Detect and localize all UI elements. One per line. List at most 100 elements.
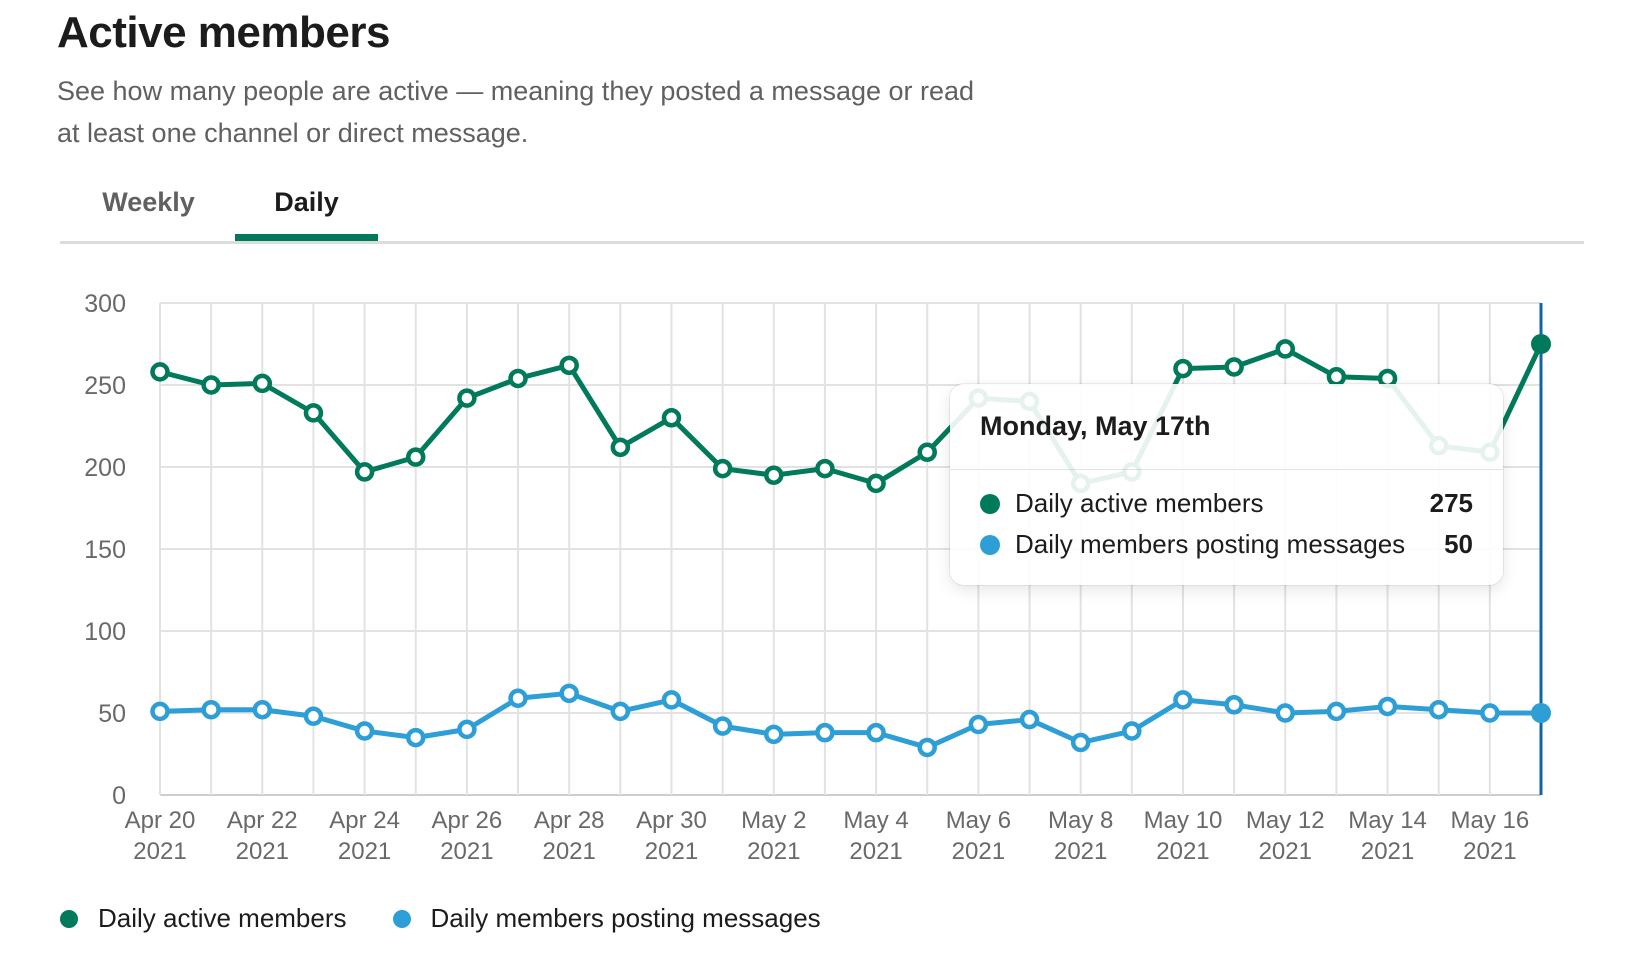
x-tick-label: May 16 [1451,807,1530,834]
x-tick-year-label: 2021 [1156,838,1209,865]
data-point-marker [610,701,631,722]
data-point-marker [1070,732,1091,753]
x-tick-label: May 10 [1144,807,1223,834]
x-tick-label: May 14 [1348,807,1427,834]
x-tick-year-label: 2021 [542,838,595,865]
tab-bar-divider [60,241,1584,244]
data-point-marker [1224,695,1244,715]
data-point-marker [712,458,733,479]
x-tick-label: May 4 [843,807,908,834]
data-point-marker [1326,367,1347,387]
tooltip-series-value: 275 [1429,488,1473,518]
y-tick-label: 150 [84,536,126,564]
data-point-marker [1224,357,1244,377]
x-tick-label: Apr 24 [329,807,400,834]
data-point-marker [303,403,324,423]
subtitle-line-1: See how many people are active — meaning… [57,76,975,106]
y-tick-label: 300 [84,290,126,318]
tooltip-row-active-members: Daily active members 275 [980,483,1473,524]
data-point-marker [201,375,221,395]
x-tick-year-label: 2021 [1361,838,1414,865]
x-tick-label: Apr 26 [432,807,503,834]
chart-legend: Daily active members Daily members posti… [60,903,821,934]
tab-bar: Weekly Daily [77,163,378,241]
chart-tooltip: Monday, May 17th Daily active members 27… [950,384,1503,585]
x-axis-labels: Apr 20 2021 Apr 22 2021 Apr 24 2021 Apr 26 2021… [125,807,1530,865]
x-tick-year-label: 2021 [236,838,289,865]
x-tick-year-label: 2021 [338,838,391,865]
tab-daily[interactable]: Daily [235,163,378,241]
data-point-marker [661,690,682,710]
x-tick-year-label: 2021 [849,838,902,865]
data-point-marker [1173,358,1193,379]
tooltip-date: Monday, May 17th [950,384,1503,470]
data-point-marker [1480,703,1500,723]
legend-label: Daily active members [98,903,347,933]
data-point-marker [508,688,528,708]
y-tick-label: 50 [98,700,126,728]
blue-series-dot-icon [392,909,411,928]
page-title: Active members [57,8,390,57]
data-point-marker [1019,709,1040,730]
legend-label: Daily members posting messages [430,903,821,933]
data-point-marker [252,699,273,720]
x-tick-year-label: 2021 [1463,838,1516,865]
data-point-marker [457,719,477,740]
data-point-marker [150,362,170,382]
data-point-marker [1173,690,1193,710]
data-point-marker [1377,696,1398,717]
data-point-marker [764,724,784,745]
x-tick-label: Apr 20 [125,807,196,834]
x-tick-year-label: 2021 [1054,838,1107,865]
data-point-marker [1275,339,1296,359]
data-point-marker [917,737,937,758]
x-tick-label: Apr 28 [534,807,605,834]
green-series-dot-icon [980,493,1000,514]
x-tick-year-label: 2021 [440,838,493,865]
data-point-marker [252,373,273,394]
legend-item-active-members[interactable]: Daily active members [60,903,347,934]
data-point-marker [866,722,886,743]
tooltip-row-posting-members: Daily members posting messages 50 [980,524,1473,565]
data-point-marker [1122,721,1142,741]
data-point-marker [354,462,375,482]
x-tick-label: May 12 [1246,807,1325,834]
data-point-marker [968,714,989,735]
data-point-marker [1428,699,1449,720]
page-subtitle: See how many people are active — meaning… [57,70,974,154]
data-point-marker [457,388,477,408]
data-point-marker [150,701,170,722]
x-tick-label: May 8 [1048,807,1113,834]
current-day-data-point [1531,703,1551,723]
tooltip-body: Daily active members 275 Daily members p… [950,470,1503,565]
data-point-marker [508,368,528,389]
data-point-marker [1275,703,1296,723]
tooltip-series-label: Daily members posting messages [1015,529,1406,559]
chart-area: 0 50 100 150 200 250 300 Apr 20 2021 Apr 22 2021 Ap… [0,270,1646,964]
data-point-marker [764,465,784,485]
y-tick-label: 250 [84,372,126,400]
x-tick-year-label: 2021 [1259,838,1312,865]
legend-item-posting-members[interactable]: Daily members posting messages [392,903,821,934]
current-day-data-point [1531,334,1551,354]
data-point-marker [1326,701,1347,722]
data-point-marker [661,408,682,428]
x-tick-label: Apr 30 [636,807,707,834]
data-point-marker [610,437,631,458]
data-point-marker [405,727,426,748]
x-tick-year-label: 2021 [952,838,1005,865]
green-series-dot-icon [60,909,78,928]
x-tick-label: May 6 [946,807,1011,834]
x-tick-label: May 2 [741,807,806,834]
data-point-marker [405,447,426,467]
data-point-marker [201,699,221,720]
data-point-marker [559,355,579,376]
data-point-marker [712,716,733,736]
tab-weekly[interactable]: Weekly [102,186,195,217]
data-point-marker [815,722,835,743]
subtitle-line-2: at least one channel or direct message. [57,118,529,148]
x-tick-year-label: 2021 [133,838,186,865]
data-point-marker [354,721,375,741]
